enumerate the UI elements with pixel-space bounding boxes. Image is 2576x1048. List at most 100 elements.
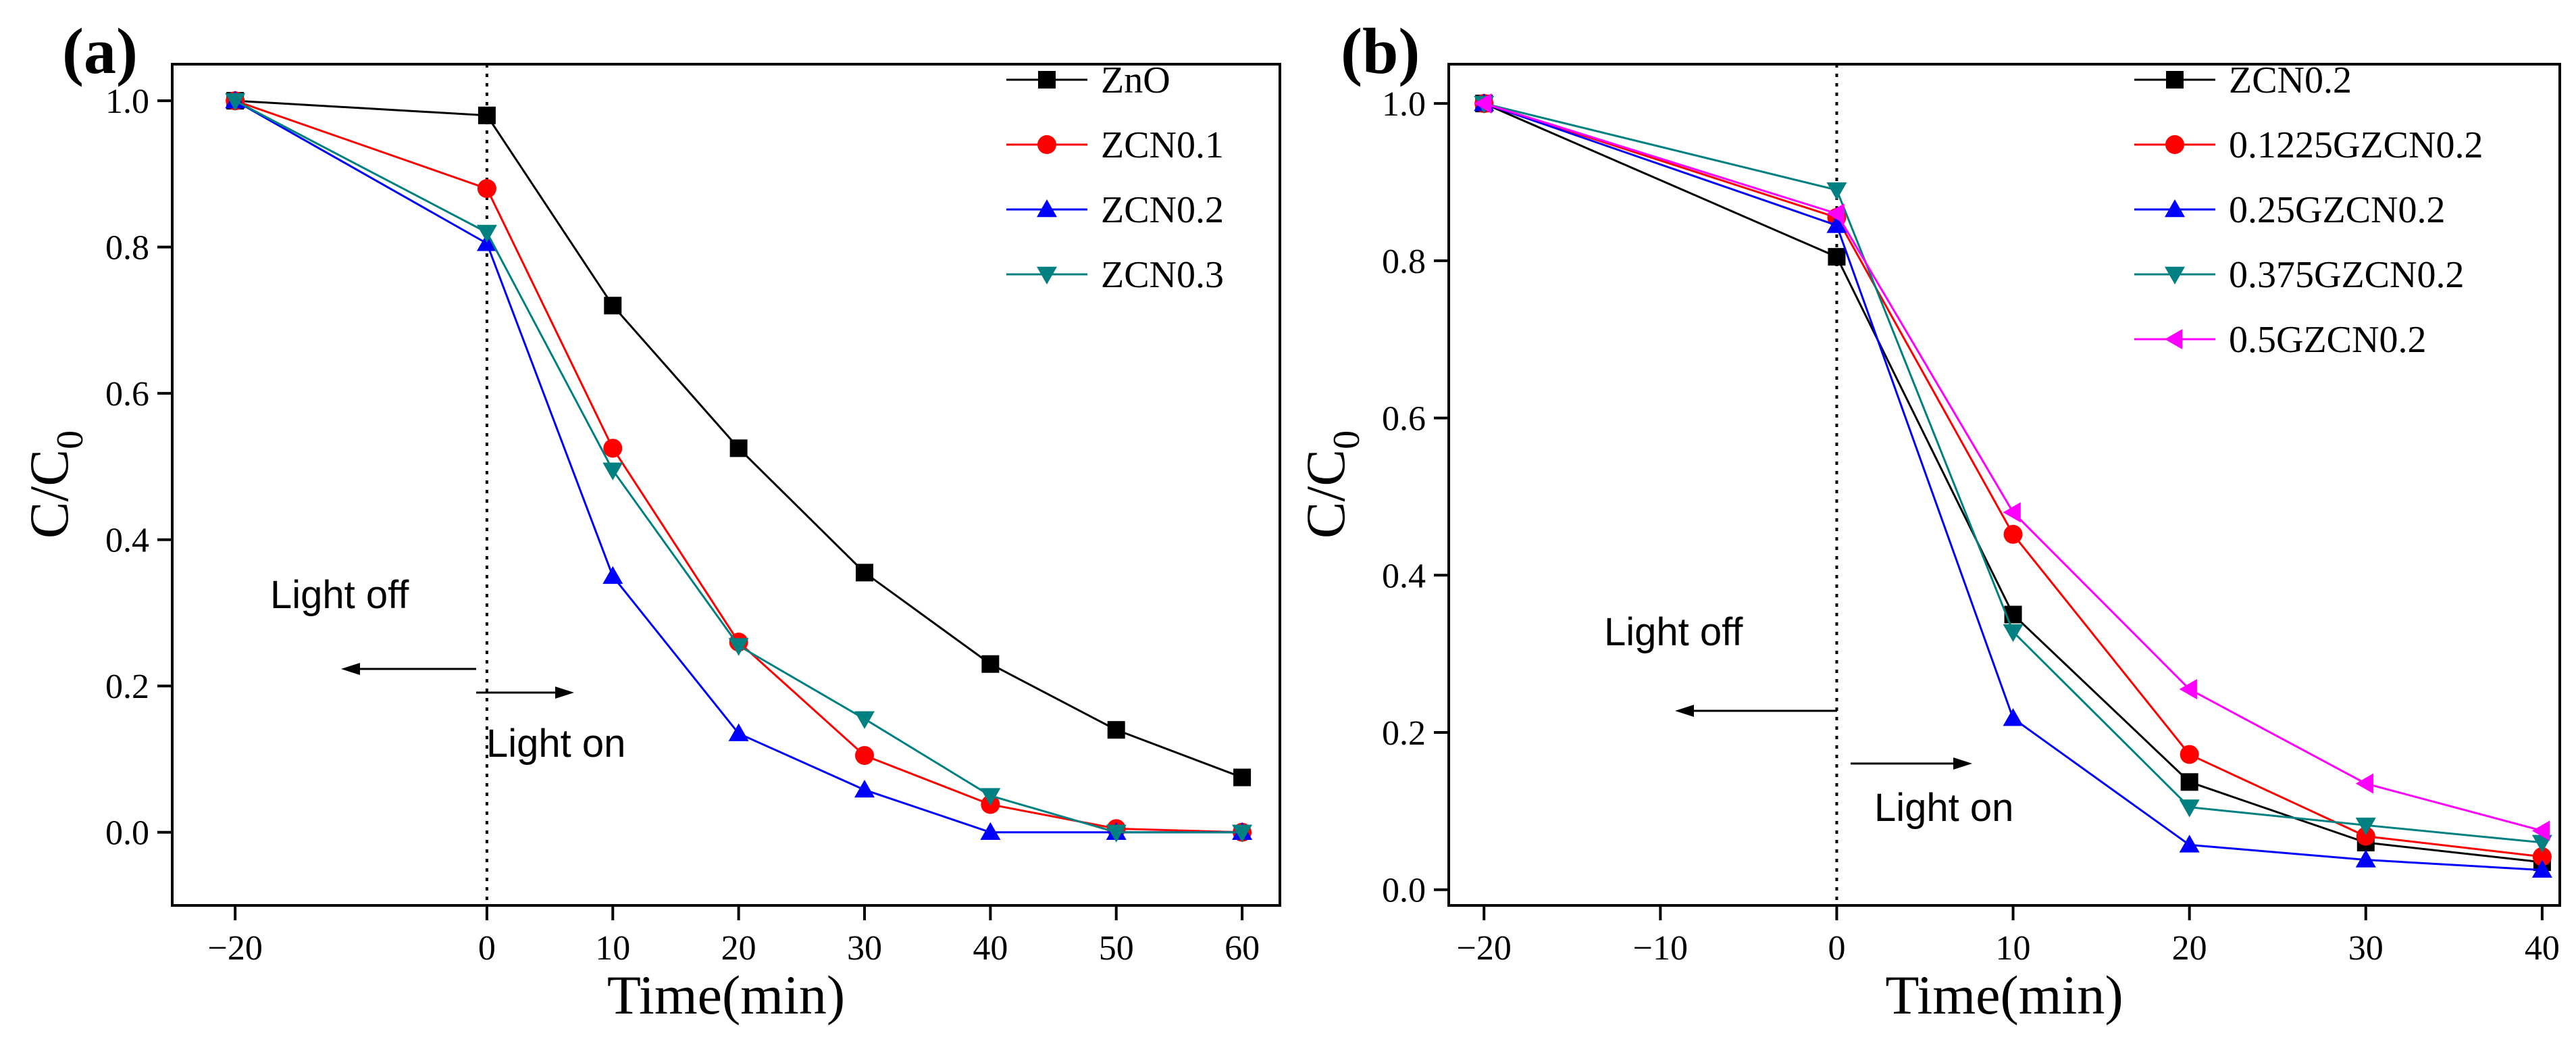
legend-marker: [2166, 71, 2184, 89]
data-point: [2180, 745, 2199, 764]
data-point: [1828, 248, 1846, 266]
panel-a: −20 0 10 20 30 40 50 60 0.0 0.2 0.4 0.6 0.8 1.0 Time(m…: [18, 15, 1281, 1026]
data-point: [2532, 847, 2552, 866]
data-point: [478, 106, 496, 124]
x-tick-label: −20: [208, 929, 263, 968]
legend-marker: [1037, 266, 1057, 284]
data-point: [728, 638, 749, 656]
data-point: [854, 779, 875, 798]
x-tick-label: 30: [847, 929, 882, 968]
legend-label: ZCN0.1: [1101, 124, 1224, 166]
light-off-label: Light off: [1604, 610, 1743, 654]
x-tick-label: 10: [1996, 929, 2031, 968]
x-axis-title: Time(min): [1885, 964, 2123, 1026]
data-point: [603, 439, 623, 458]
data-point: [2179, 799, 2200, 818]
data-point: [1474, 93, 1492, 114]
data-point: [1233, 768, 1252, 787]
data-point: [2355, 849, 2376, 868]
plot-frame: [171, 63, 1281, 907]
data-point: [980, 822, 1001, 840]
legend-marker: [1038, 71, 1056, 89]
data-point: [981, 655, 1000, 673]
x-tick-label: 40: [2525, 929, 2560, 968]
y-axis-title-main: C/C: [18, 449, 80, 539]
legend-entry: ZnO: [1006, 59, 1170, 101]
x-tick-label: 0: [1828, 929, 1845, 968]
y-axis-title-main: C/C: [1295, 449, 1356, 539]
data-point: [980, 788, 1001, 806]
y-axis-title: C/C0: [18, 430, 91, 539]
legend-entry: ZCN0.3: [1006, 254, 1224, 296]
legend-label: ZCN0.2: [1101, 189, 1224, 231]
y-tick-label: 0.4: [105, 522, 149, 560]
y-axis-title-subscript: 0: [1326, 430, 1368, 449]
data-point: [2179, 679, 2197, 700]
data-point: [476, 224, 497, 243]
data-point: [1106, 824, 1127, 843]
data-point: [1232, 824, 1253, 843]
light-off-label: Light off: [270, 573, 409, 617]
data-point: [2003, 708, 2024, 726]
panel-b: −20 −10 0 10 20 30 40 0.0 0.2 0.4 0.6 0.8 1.0 Time(mi…: [1295, 15, 2561, 1026]
legend-entry: 0.25GZCN0.2: [2134, 189, 2445, 231]
legend-label: 0.5GZCN0.2: [2229, 319, 2426, 361]
light-off-arrow-head: [1675, 705, 1694, 717]
data-point: [1826, 182, 1847, 201]
y-tick-label: 0.0: [105, 814, 149, 853]
y-tick-label: 1.0: [1382, 85, 1426, 124]
data-point: [2531, 820, 2550, 841]
light-on-arrow-head: [555, 687, 574, 699]
series-line: [1483, 102, 2543, 844]
data-point: [602, 462, 623, 480]
data-point: [225, 93, 246, 111]
data-point: [854, 711, 875, 729]
data-point: [2003, 624, 2024, 643]
light-on-label: Light on: [486, 722, 625, 766]
data-point: [729, 439, 748, 457]
x-tick-label: 40: [973, 929, 1008, 968]
data-point: [477, 179, 496, 199]
data-point: [1826, 215, 1847, 233]
legend-entry: 0.1225GZCN0.2: [2134, 124, 2483, 166]
y-axis-title-subscript: 0: [49, 430, 91, 449]
legend-entry: ZCN0.1: [1006, 124, 1224, 166]
data-point: [2356, 826, 2375, 846]
x-tick-label: 30: [2348, 929, 2384, 968]
x-tick-label: 20: [2172, 929, 2207, 968]
x-tick-label: 60: [1225, 929, 1260, 968]
legend-entry: 0.5GZCN0.2: [2134, 319, 2426, 361]
legend-marker: [2165, 329, 2183, 349]
x-tick-label: 0: [478, 929, 496, 968]
legend-entry: 0.375GZCN0.2: [2134, 254, 2464, 296]
series-0.5GZCN0.2: [1474, 93, 2550, 841]
panel-label: (a): [62, 15, 138, 87]
series-line: [1483, 102, 2542, 872]
series-line: [1483, 102, 2543, 832]
panel-label: (b): [1341, 15, 1420, 87]
data-point: [2179, 834, 2200, 853]
data-point: [2355, 773, 2374, 794]
legend-label: ZCN0.2: [2229, 59, 2352, 101]
legend-label: 0.1225GZCN0.2: [2229, 124, 2483, 166]
series-ZCN0.2: [225, 91, 1253, 840]
series-line: [1483, 102, 2543, 858]
legend-label: ZnO: [1101, 59, 1170, 101]
y-tick-label: 0.0: [1382, 872, 1426, 910]
plot-frame: [1447, 63, 2561, 907]
light-on-label: Light on: [1874, 786, 2013, 830]
y-axis-title: C/C0: [1295, 430, 1368, 539]
y-tick-label: 0.6: [105, 375, 149, 414]
data-point: [604, 297, 622, 315]
series-line: [1483, 102, 2543, 864]
data-point: [1107, 721, 1125, 739]
light-off-arrow-head: [341, 663, 360, 675]
data-point: [2355, 818, 2376, 836]
x-tick-label: −20: [1457, 929, 1512, 968]
light-on-arrow-head: [1953, 757, 1972, 770]
x-tick-label: −10: [1633, 929, 1688, 968]
legend-label: 0.375GZCN0.2: [2229, 254, 2464, 296]
x-tick-label: 50: [1099, 929, 1134, 968]
legend-marker: [2165, 266, 2185, 284]
